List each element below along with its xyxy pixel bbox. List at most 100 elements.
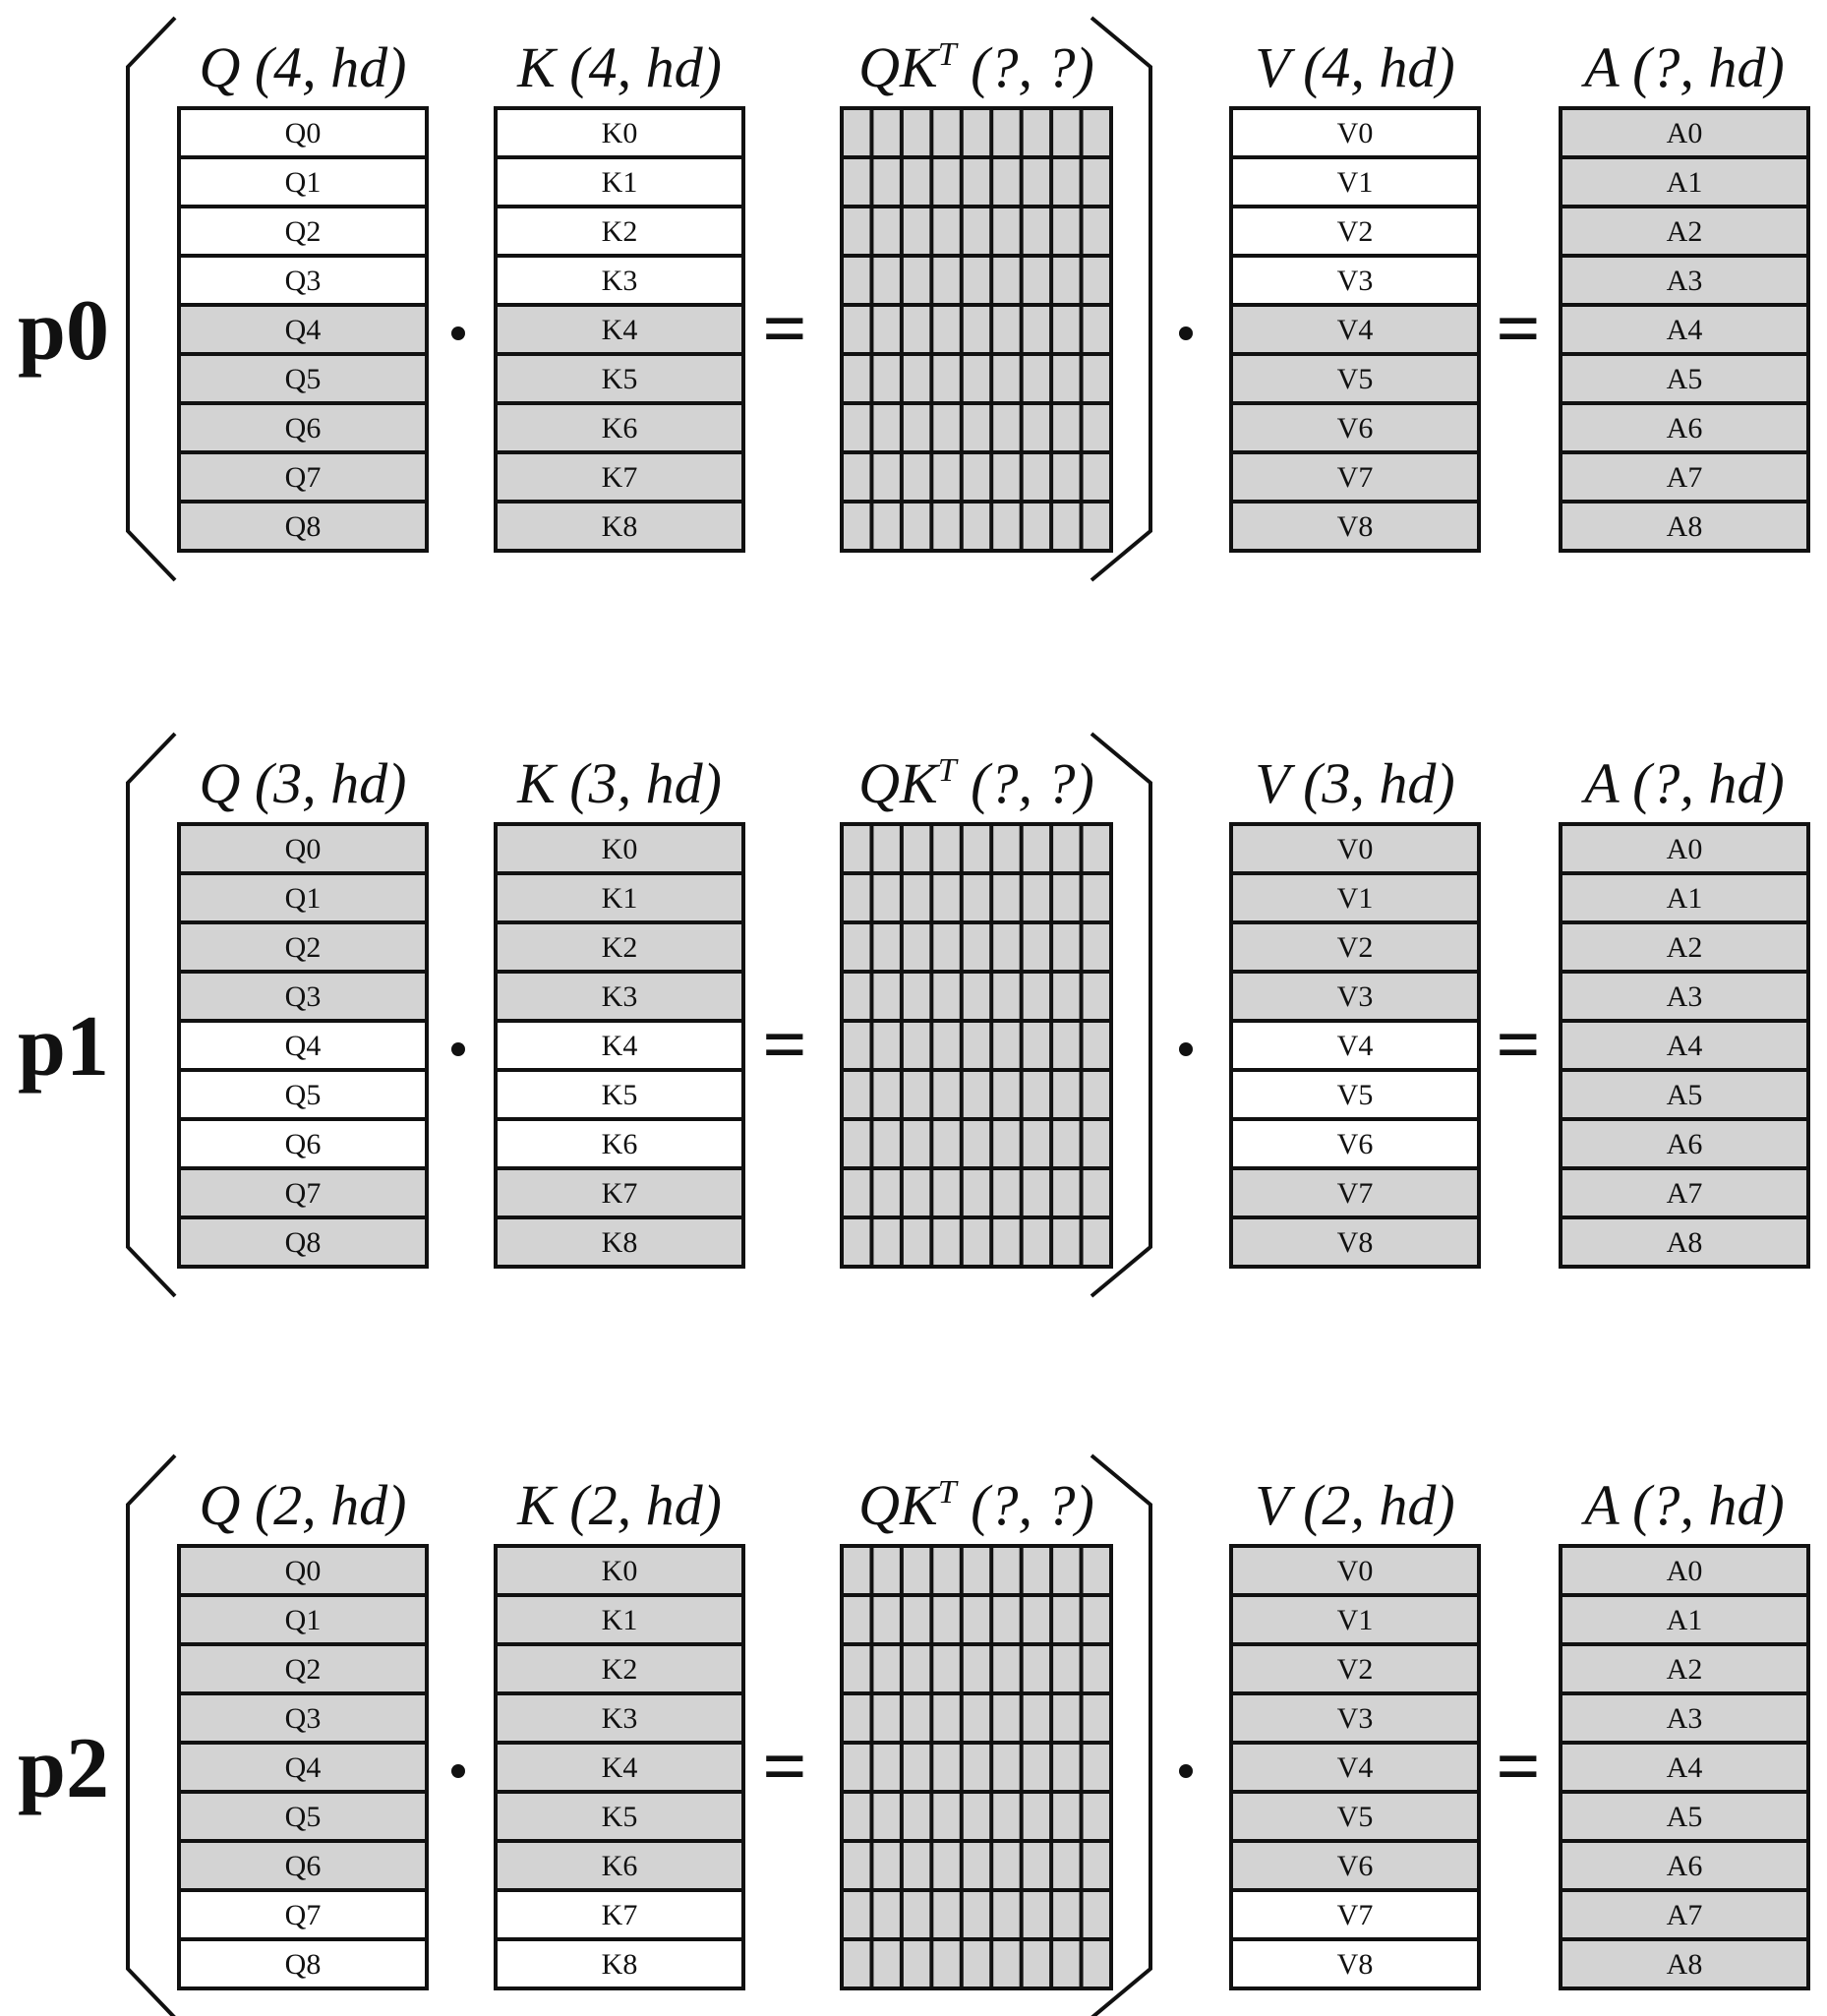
matrix-k: K0 K1 K2 K3 K4 K5 K6 K7 K8 bbox=[494, 1544, 745, 1990]
matrix-row bbox=[494, 155, 745, 208]
matrix-header-q: Q (3, hd) bbox=[199, 751, 406, 815]
row-label: A4 bbox=[1667, 1030, 1703, 1062]
matrix-row bbox=[177, 1642, 429, 1695]
matrix-row bbox=[1229, 155, 1481, 208]
right-bracket bbox=[1090, 1453, 1152, 2016]
row-label: V2 bbox=[1337, 215, 1374, 248]
row-label: Q7 bbox=[285, 461, 322, 494]
matrix-header-v: V (4, hd) bbox=[1255, 35, 1455, 99]
qkt-header-base: QK bbox=[858, 1473, 941, 1537]
matrix-header-k: K (2, hd) bbox=[516, 1473, 722, 1537]
row-label: A0 bbox=[1667, 833, 1703, 865]
multiply-dot-1 bbox=[451, 1042, 465, 1056]
row-label: K0 bbox=[602, 1555, 638, 1587]
row-label: A5 bbox=[1667, 1801, 1703, 1833]
row-label: V1 bbox=[1337, 166, 1374, 199]
row-label: K4 bbox=[602, 314, 638, 346]
row-label: Q2 bbox=[285, 1653, 322, 1686]
row-label: V7 bbox=[1337, 1899, 1374, 1931]
qkt-header-base: QK bbox=[858, 751, 941, 815]
row-label: K5 bbox=[602, 1079, 638, 1111]
row-label: K8 bbox=[602, 510, 638, 543]
matrix-v: V0 V1 V2 V3 V4 V5 V6 V7 V8 bbox=[1229, 822, 1481, 1269]
row-label: A0 bbox=[1667, 1555, 1703, 1587]
matrix-row bbox=[494, 1888, 745, 1941]
qkt-grid-frame bbox=[840, 106, 1113, 553]
row-label: V5 bbox=[1337, 363, 1374, 395]
right-bracket bbox=[1090, 16, 1152, 582]
matrix-header-v: V (3, hd) bbox=[1255, 751, 1455, 815]
matrix-row bbox=[1229, 1790, 1481, 1843]
row-label: Q0 bbox=[285, 1555, 322, 1587]
matrix-row bbox=[1559, 871, 1810, 924]
matrix-row bbox=[494, 822, 745, 875]
matrix-row bbox=[177, 254, 429, 307]
matrix-q: Q0 Q1 Q2 Q3 Q4 Q5 Q6 Q7 Q8 bbox=[177, 106, 429, 553]
row-label: K1 bbox=[602, 882, 638, 915]
row-label: V1 bbox=[1337, 882, 1374, 915]
row-label: K5 bbox=[602, 363, 638, 395]
row-label: A3 bbox=[1667, 1702, 1703, 1735]
row-label: Q1 bbox=[285, 882, 322, 915]
row-label: V2 bbox=[1337, 1653, 1374, 1686]
row-label: Q6 bbox=[285, 412, 322, 445]
row-label: K1 bbox=[602, 166, 638, 199]
panel-p1: p1 Q (3, hd) K (3, hd) V (3, hd) A (?, hd) QK… bbox=[18, 732, 1810, 1298]
matrix-row bbox=[494, 1593, 745, 1646]
row-label: V8 bbox=[1337, 510, 1374, 543]
row-label: V7 bbox=[1337, 1177, 1374, 1210]
matrix-row bbox=[177, 871, 429, 924]
matrix-row bbox=[1559, 822, 1810, 875]
matrix-row bbox=[1229, 1019, 1481, 1072]
matrix-row bbox=[1559, 205, 1810, 258]
process-label: p0 bbox=[18, 283, 109, 379]
qkt-grid-frame bbox=[840, 822, 1113, 1269]
row-label: Q0 bbox=[285, 117, 322, 149]
matrix-row bbox=[177, 1117, 429, 1170]
row-label: V6 bbox=[1337, 1850, 1374, 1882]
equals-sign-2: = bbox=[1496, 1724, 1541, 1810]
matrix-qkt-grid bbox=[840, 1544, 1113, 1990]
matrix-row bbox=[177, 450, 429, 504]
qkt-header-shape: (?, ?) bbox=[957, 751, 1094, 815]
matrix-row bbox=[494, 1839, 745, 1892]
row-label: A8 bbox=[1667, 1948, 1703, 1981]
row-label: K6 bbox=[602, 412, 638, 445]
matrix-header-a: A (?, hd) bbox=[1580, 35, 1785, 99]
row-label: V8 bbox=[1337, 1948, 1374, 1981]
row-label: A7 bbox=[1667, 461, 1703, 494]
row-label: K0 bbox=[602, 117, 638, 149]
qkt-header-superscript: T bbox=[938, 36, 959, 73]
matrix-row bbox=[1229, 303, 1481, 356]
row-label: A8 bbox=[1667, 510, 1703, 543]
right-bracket bbox=[1090, 732, 1152, 1298]
matrix-row bbox=[177, 1937, 429, 1990]
matrix-row bbox=[494, 1166, 745, 1219]
matrix-row bbox=[1559, 1691, 1810, 1745]
row-label: Q7 bbox=[285, 1177, 322, 1210]
left-bracket bbox=[126, 732, 177, 1298]
matrix-row bbox=[1229, 1117, 1481, 1170]
row-label: A0 bbox=[1667, 117, 1703, 149]
matrix-header-v: V (2, hd) bbox=[1255, 1473, 1455, 1537]
matrix-row bbox=[177, 1544, 429, 1597]
matrix-row bbox=[1559, 1117, 1810, 1170]
matrix-row bbox=[177, 1888, 429, 1941]
matrix-row bbox=[1559, 1593, 1810, 1646]
matrix-a: A0 A1 A2 A3 A4 A5 A6 A7 A8 bbox=[1559, 106, 1810, 553]
row-label: A6 bbox=[1667, 412, 1703, 445]
matrix-row bbox=[177, 1790, 429, 1843]
row-label: V6 bbox=[1337, 412, 1374, 445]
row-label: V7 bbox=[1337, 461, 1374, 494]
matrix-row bbox=[177, 352, 429, 405]
matrix-row bbox=[1559, 1937, 1810, 1990]
row-label: K7 bbox=[602, 1899, 638, 1931]
row-label: K5 bbox=[602, 1801, 638, 1833]
matrix-row bbox=[1229, 1741, 1481, 1794]
row-label: A3 bbox=[1667, 265, 1703, 297]
row-label: V0 bbox=[1337, 833, 1374, 865]
row-label: K6 bbox=[602, 1850, 638, 1882]
row-label: K3 bbox=[602, 265, 638, 297]
matrix-header-q: Q (2, hd) bbox=[199, 1473, 406, 1537]
row-label: Q1 bbox=[285, 166, 322, 199]
